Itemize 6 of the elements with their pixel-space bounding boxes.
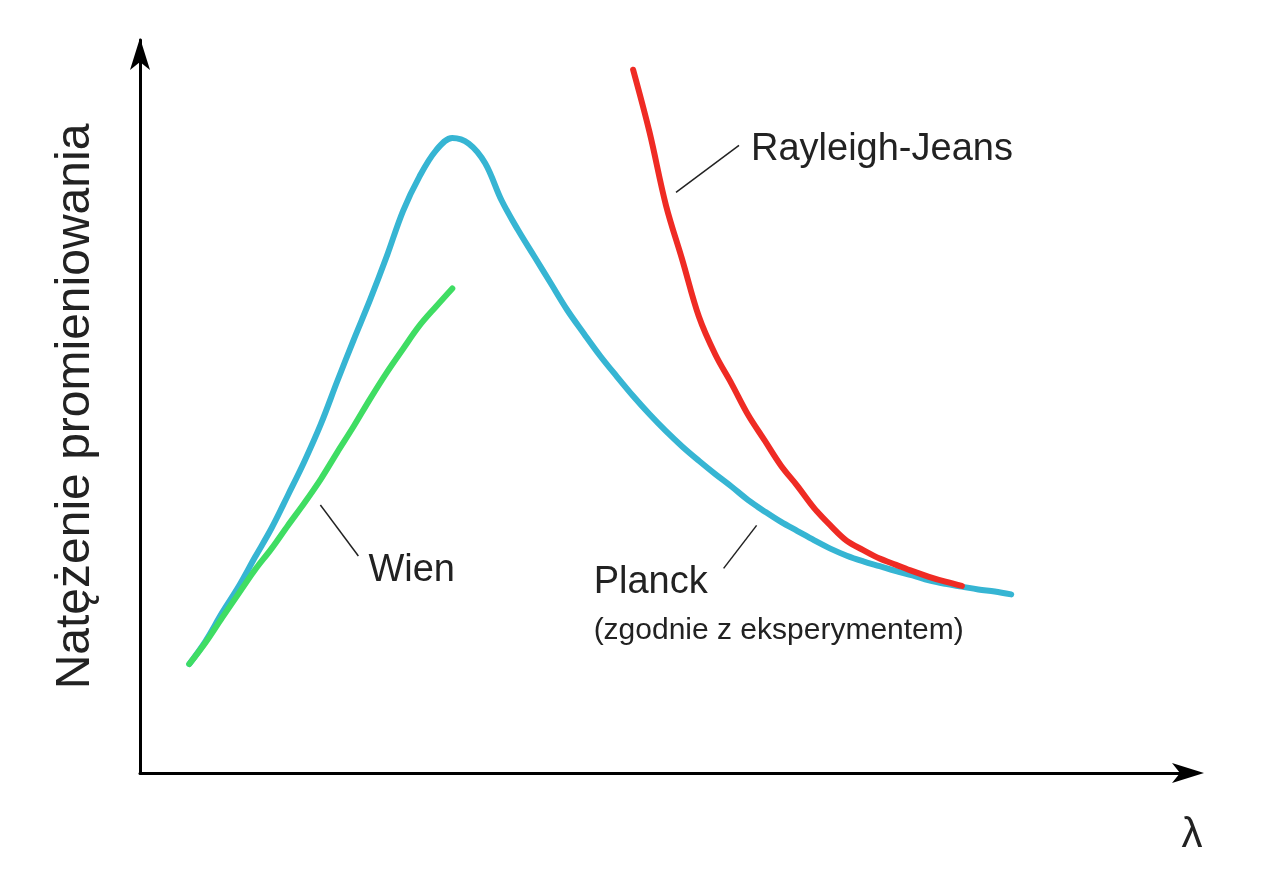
- text: Rayleigh-Jeans: [751, 126, 1013, 169]
- y-axis-title: Natężenie promieniowania: [45, 123, 99, 690]
- annotation: (zgodnie z eksperymentem): [593, 611, 964, 645]
- x-axis-title: λ: [1181, 808, 1203, 856]
- series-label: Planck: [593, 559, 709, 602]
- text: Wien: [368, 546, 455, 589]
